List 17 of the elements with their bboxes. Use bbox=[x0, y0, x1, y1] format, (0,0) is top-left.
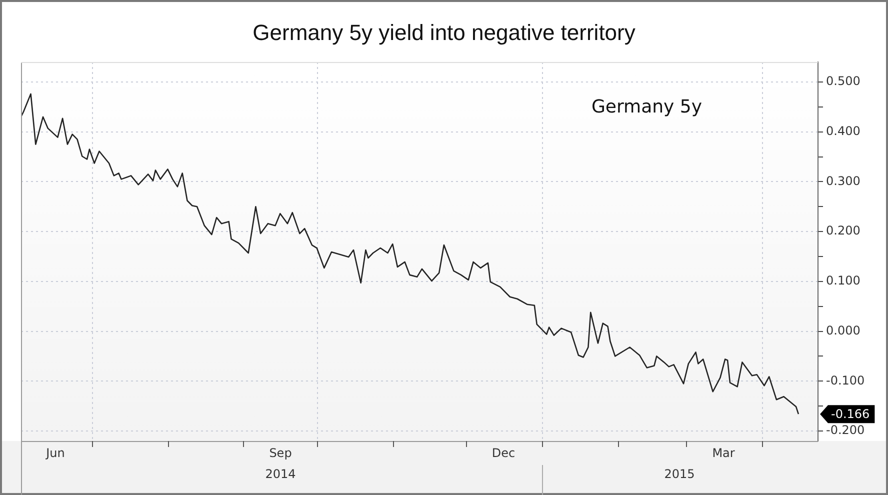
y-tick-label: -0.200 bbox=[826, 423, 865, 438]
x-tick-label: Dec bbox=[492, 446, 516, 460]
y-tick-label: 0.000 bbox=[826, 323, 860, 338]
y-tick-label: 0.200 bbox=[826, 224, 860, 238]
y-tick-label: 0.300 bbox=[826, 174, 860, 188]
chart-title: Germany 5y yield into negative territory bbox=[252, 20, 636, 46]
annotation: -0.166 bbox=[831, 407, 870, 422]
text: Germany 5y bbox=[591, 96, 702, 118]
y-tick-label: 0.400 bbox=[826, 124, 860, 138]
y-tick-label: 0.500 bbox=[826, 74, 860, 88]
y-tick-label: 0.100 bbox=[826, 274, 860, 288]
x-tick-label: Sep bbox=[269, 446, 292, 460]
x-tick-label: Jun bbox=[45, 446, 65, 460]
y-tick-label: -0.100 bbox=[826, 373, 865, 388]
x2-tick-label: 2015 bbox=[664, 467, 695, 482]
x-tick-label: Mar bbox=[712, 446, 735, 460]
x2-tick-label: 2014 bbox=[265, 467, 296, 482]
